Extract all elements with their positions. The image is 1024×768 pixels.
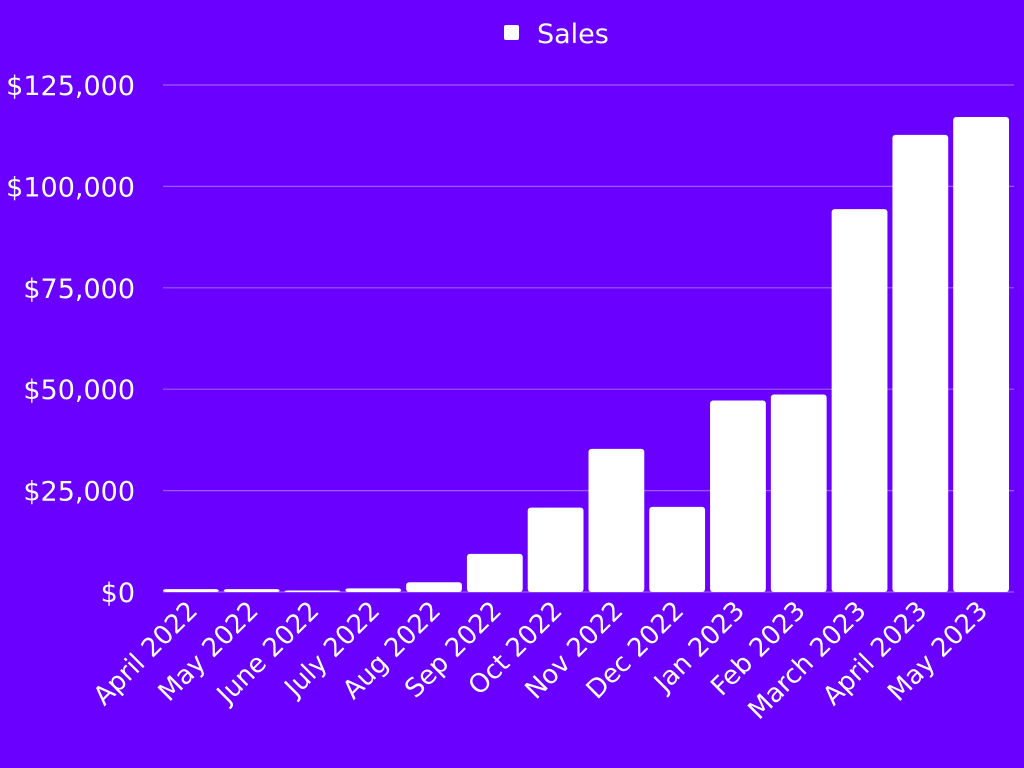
bar-jan-2023 (710, 400, 766, 592)
legend-label-sales: Sales (537, 19, 609, 50)
legend-swatch-sales (504, 25, 519, 40)
bar-may-2023 (953, 117, 1009, 593)
y-tick-label: $100,000 (6, 172, 135, 203)
y-tick-label: $25,000 (23, 477, 135, 508)
y-tick-label: $50,000 (23, 375, 135, 406)
bar-june-2022 (284, 590, 341, 592)
bar-nov-2022 (588, 448, 645, 592)
bar-feb-2023 (770, 394, 827, 592)
bar-april-2023 (892, 134, 949, 592)
bar-may-2022 (223, 589, 280, 592)
bar-july-2022 (345, 588, 402, 592)
y-tick-label: $125,000 (6, 71, 135, 102)
y-tick-label: $75,000 (23, 274, 135, 305)
legend: Sales (504, 19, 609, 50)
bar-march-2023 (831, 209, 888, 593)
bar-april-2022 (163, 589, 219, 592)
bar-dec-2022 (649, 506, 706, 592)
bar-aug-2022 (406, 582, 462, 592)
bar-oct-2022 (527, 507, 584, 592)
y-tick-label: $0 (101, 578, 135, 609)
bar-sep-2022 (466, 553, 523, 592)
